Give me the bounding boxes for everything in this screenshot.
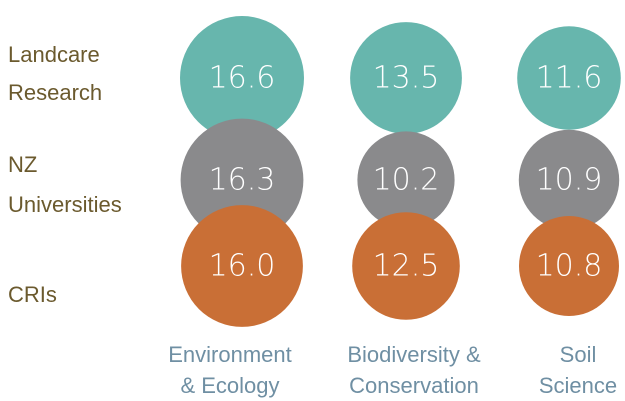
bubble-value-label: 11.6	[536, 61, 603, 96]
bubble-value-label: 16.6	[209, 61, 276, 96]
bubble-value-label: 16.0	[209, 249, 276, 284]
bubble-landcare-research-biodiversity-conservation	[350, 22, 462, 134]
row-labels: Landcare Research NZ Universities CRIs	[8, 42, 122, 307]
column-label-environment-ecology: Environment & Ecology	[168, 342, 292, 398]
row-label-nz-universities: NZ Universities	[8, 152, 122, 217]
column-labels: Environment & Ecology Biodiversity & Conser…	[168, 342, 617, 398]
bubble-value-label: 13.5	[373, 61, 440, 96]
bubble-value-label: 16.3	[209, 163, 276, 198]
bubble-value-label: 12.5	[373, 249, 440, 284]
column-label-soil-science: Soil Science	[539, 342, 617, 398]
bubble-nz-universities-biodiversity-conservation	[357, 131, 455, 229]
bubble-value-label: 10.2	[373, 163, 440, 198]
row-label-cris: CRIs	[8, 282, 57, 307]
bubble-nz-universities-environment-ecology	[180, 118, 304, 242]
bubble-cris-soil-science	[519, 216, 619, 316]
bubble-landcare-research-soil-science	[517, 26, 621, 130]
bubble-value-label: 10.8	[536, 249, 603, 284]
bubble-landcare-research-environment-ecology	[180, 16, 304, 140]
row-label-landcare-research: Landcare Research	[8, 42, 102, 105]
bubble-cris-environment-ecology	[181, 205, 303, 327]
column-label-biodiversity-conservation: Biodiversity & Conservation	[347, 342, 481, 398]
bubble-layer: 16.6 13.5 11.6 16.3 10.2 10.9 16.0 12.5 10.8	[180, 16, 621, 327]
bubble-value-label: 10.9	[536, 163, 603, 198]
bubble-cris-biodiversity-conservation	[352, 212, 460, 320]
bubble-nz-universities-soil-science	[518, 129, 620, 231]
